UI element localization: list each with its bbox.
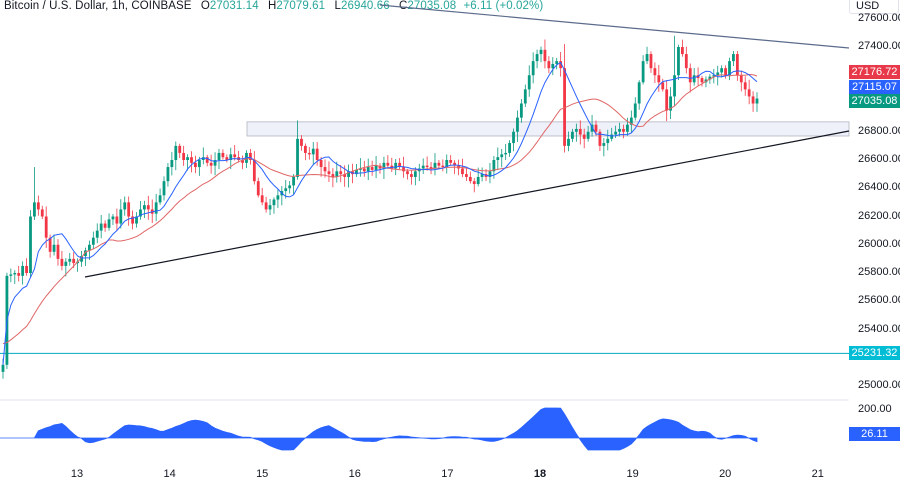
time-tick: 16	[348, 468, 361, 480]
indicator-tick: 200.00	[858, 403, 892, 415]
price-tick: 25800.00	[858, 266, 900, 278]
price-tick: 26200.00	[858, 209, 900, 222]
low-label: L	[334, 0, 341, 12]
price-tick: 26600.00	[858, 153, 900, 165]
resistance-zone	[246, 121, 850, 137]
high-label: H	[267, 0, 277, 12]
price-tick: 25600.00	[858, 294, 900, 307]
price-tick: 27400.00	[858, 40, 900, 52]
low-value: 26940.66	[340, 0, 390, 12]
fast-moving-average	[2, 61, 758, 365]
ma-slow-price-tag: 27176.72	[849, 65, 900, 79]
price-tick: 25400.00	[858, 322, 900, 335]
slow-moving-average	[2, 73, 758, 345]
close-label: C	[399, 0, 408, 12]
time-tick: 21	[811, 468, 824, 480]
symbol-legend: Bitcoin / U.S. Dollar, 1h, COINBASE O270…	[4, 0, 543, 12]
time-tick: 20	[719, 468, 732, 480]
descending-trendline[interactable]	[379, 4, 850, 49]
indicator-area	[0, 407, 758, 451]
symbol-title: Bitcoin / U.S. Dollar, 1h, COINBASE	[4, 0, 192, 12]
price-tick: 26000.00	[858, 237, 900, 250]
price-tick: 25000.00	[858, 379, 900, 391]
indicator-value-tag: 26.11	[849, 427, 900, 441]
ascending-trendline[interactable]	[84, 130, 850, 278]
price-tick: 26400.00	[858, 181, 900, 194]
price-tick: 26800.00	[858, 124, 900, 137]
high-value: 27079.61	[276, 0, 326, 12]
time-tick: 18	[533, 468, 547, 480]
currency-selector[interactable]: USD	[849, 0, 899, 14]
ma-fast-price-tag: 27115.07	[849, 80, 900, 94]
open-label: O	[200, 0, 210, 12]
time-tick: 14	[163, 468, 176, 480]
open-value: 27031.14	[209, 0, 259, 12]
last-price-tag: 27035.08	[849, 94, 900, 108]
price-tick: 27600.00	[858, 11, 900, 24]
time-tick: 15	[256, 468, 269, 480]
time-tick: 19	[626, 468, 639, 480]
horizontal-line-price-tag: 25231.32	[849, 346, 900, 360]
change-value: +6.11 (+0.02%)	[463, 0, 544, 12]
time-tick: 13	[70, 468, 84, 480]
time-tick: 17	[441, 468, 454, 480]
